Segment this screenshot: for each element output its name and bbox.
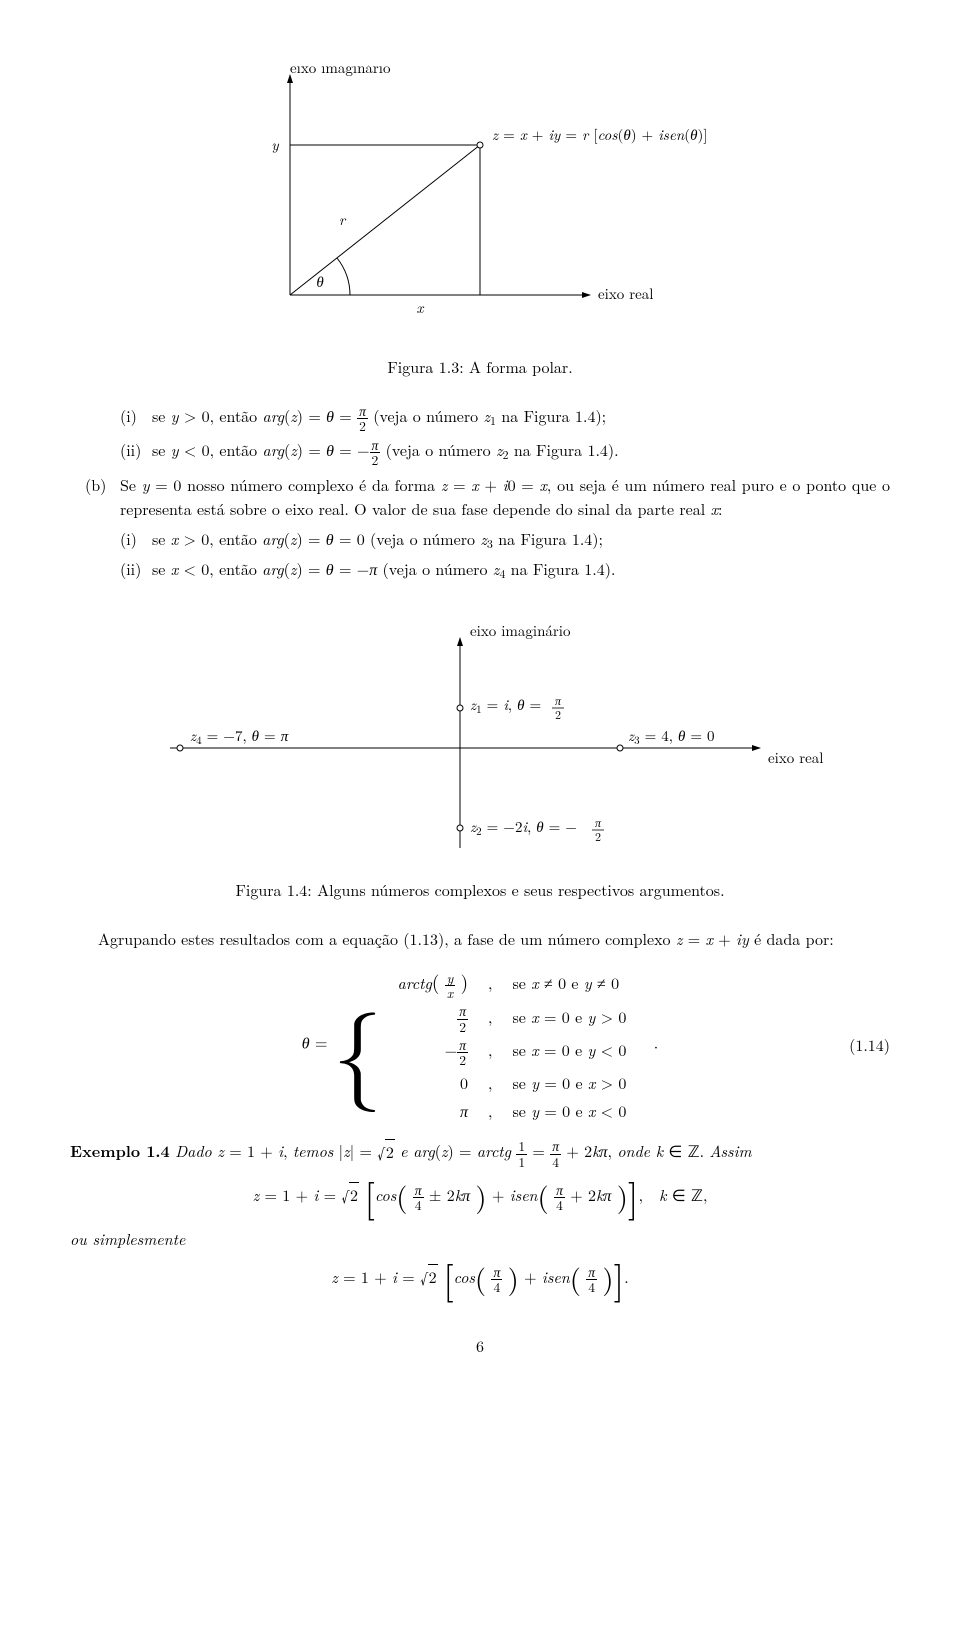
label-r: r (339, 209, 347, 230)
equation-number: (1.14) (849, 1033, 890, 1057)
example-eq-2: z = 1 + i = √2 [cos( π4 ) + isen( π4 )]. (70, 1265, 890, 1295)
list-b-ii: (ii) se x < 0, então arg(z) = θ = −π (ve… (120, 557, 890, 583)
figure-1-4: eixo imaginário eixo real z1 = i, θ = π … (70, 608, 890, 902)
list-b-i: (i) se x > 0, então arg(z) = θ = 0 (veja… (120, 527, 890, 553)
svg-text:z = x + iy = r [cos(θ) + isen(: z = x + iy = r [cos(θ) + isen(θ)] (492, 124, 708, 145)
svg-text:z1 = i, θ =: z1 = i, θ = (470, 694, 541, 717)
list-text: se x < 0, então arg(z) = θ = −π (veja o … (152, 557, 615, 583)
label-theta: θ (316, 271, 324, 292)
label-imag-axis: eixo imaginário (290, 65, 391, 78)
list-text: se y > 0, então arg(z) = θ = π2 (veja o … (152, 404, 606, 434)
figure-1-4-svg: eixo imaginário eixo real z1 = i, θ = π … (120, 608, 840, 868)
label-y: y (271, 134, 279, 155)
figure-1-3: eixo imaginário eixo real y x r θ z = x … (70, 65, 890, 379)
list-a-i: (i) se y > 0, então arg(z) = θ = π2 (vej… (120, 404, 890, 434)
page-number: 6 (70, 1334, 890, 1358)
list-text: se x > 0, então arg(z) = θ = 0 (veja o n… (152, 527, 603, 553)
svg-text:z3 = 4, θ = 0: z3 = 4, θ = 0 (628, 725, 715, 748)
item-b: (b) Se y = 0 nosso número complexo é da … (85, 473, 890, 521)
label-imag-axis-2: eixo imaginário (470, 620, 571, 641)
label-real-axis-2: eixo real (768, 747, 823, 768)
list-a-ii: (ii) se y < 0, então arg(z) = θ = −π2 (v… (120, 438, 890, 468)
list-num: (b) (85, 473, 120, 521)
figure-1-3-caption: Figura 1.3: A forma polar. (70, 355, 890, 379)
svg-text:2: 2 (555, 706, 561, 723)
example-label: Exemplo 1.4 (70, 1140, 170, 1163)
svg-text:z4 = −7, θ = π: z4 = −7, θ = π (190, 725, 289, 748)
label-x: x (417, 297, 425, 318)
list-text: Se y = 0 nosso número complexo é da form… (120, 473, 890, 521)
list-num: (i) (120, 404, 152, 434)
list-num: (ii) (120, 557, 152, 583)
list-num: (ii) (120, 438, 152, 468)
para-group: Agrupando estes resultados com a equação… (70, 927, 890, 951)
figure-1-4-caption: Figura 1.4: Alguns números complexos e s… (70, 878, 890, 902)
svg-text:z2 = −2i, θ = −: z2 = −2i, θ = − (470, 816, 577, 839)
example-or: ou simplesmente (70, 1227, 890, 1251)
list-text: se y < 0, então arg(z) = θ = −π2 (veja o… (152, 438, 619, 468)
example-eq-1: z = 1 + i = √2 [cos( π4 ± 2kπ ) + isen( … (70, 1183, 890, 1213)
example-1-4: Exemplo 1.4 Dado z = 1 + i, temos |z| = … (70, 1139, 890, 1169)
label-real-axis: eixo real (598, 283, 653, 304)
svg-text:2: 2 (595, 828, 601, 845)
list-num: (i) (120, 527, 152, 553)
equation-1-14: θ = { arctg( yx ),se x ≠ 0 e y ≠ 0 π2,se… (70, 965, 890, 1125)
figure-1-3-svg: eixo imaginário eixo real y x r θ z = x … (220, 65, 740, 345)
